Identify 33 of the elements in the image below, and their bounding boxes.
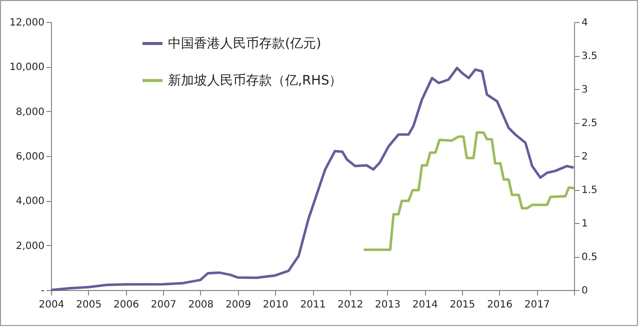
x-tick-label: 2013 bbox=[374, 300, 400, 310]
x-tick-label: 2010 bbox=[262, 300, 288, 310]
x-tick-label: 2014 bbox=[412, 300, 438, 310]
x-tick-label: 2011 bbox=[300, 300, 326, 310]
y-tick-label: 4,000 bbox=[16, 196, 44, 208]
y2-tick-label: 0.5 bbox=[582, 252, 598, 263]
y2-tick-label: 3.5 bbox=[582, 51, 598, 62]
line-series bbox=[362, 131, 576, 252]
x-tick-label: 2015 bbox=[450, 300, 476, 310]
y-tick-label: 8,000 bbox=[16, 106, 44, 118]
y2-tick-label: 1.5 bbox=[582, 185, 598, 196]
y2-tick-label: 2 bbox=[582, 152, 588, 162]
x-tick-label: 2008 bbox=[188, 300, 214, 310]
y-tick-label: 6,000 bbox=[16, 152, 44, 162]
y2-tick-label: 1 bbox=[582, 218, 588, 230]
x-tick-label: 2004 bbox=[38, 300, 64, 310]
x-tick-label: 2016 bbox=[487, 300, 513, 310]
y-tick-label: 10,000 bbox=[10, 62, 44, 74]
x-tick-label: 2009 bbox=[226, 300, 252, 310]
y2-tick-label: 3 bbox=[582, 84, 588, 96]
x-tick-label: 2012 bbox=[338, 300, 364, 310]
y-tick-label: - bbox=[40, 286, 45, 296]
x-tick-label: 2017 bbox=[524, 300, 550, 310]
x-tick-label: 2005 bbox=[76, 300, 102, 310]
legend-label: 中国香港人民币存款(亿元) bbox=[168, 36, 322, 52]
y2-tick-label: 2.5 bbox=[582, 118, 598, 129]
y-tick-label: 2,000 bbox=[16, 240, 44, 252]
y2-tick-label: 0 bbox=[582, 286, 588, 296]
legend-label: 新加坡人民币存款（亿,RHS） bbox=[168, 74, 342, 88]
x-tick-label: 2006 bbox=[113, 300, 139, 310]
y-tick-label: 12,000 bbox=[10, 18, 44, 28]
y2-tick-label: 4 bbox=[582, 18, 588, 28]
x-tick-label: 2007 bbox=[150, 300, 176, 310]
